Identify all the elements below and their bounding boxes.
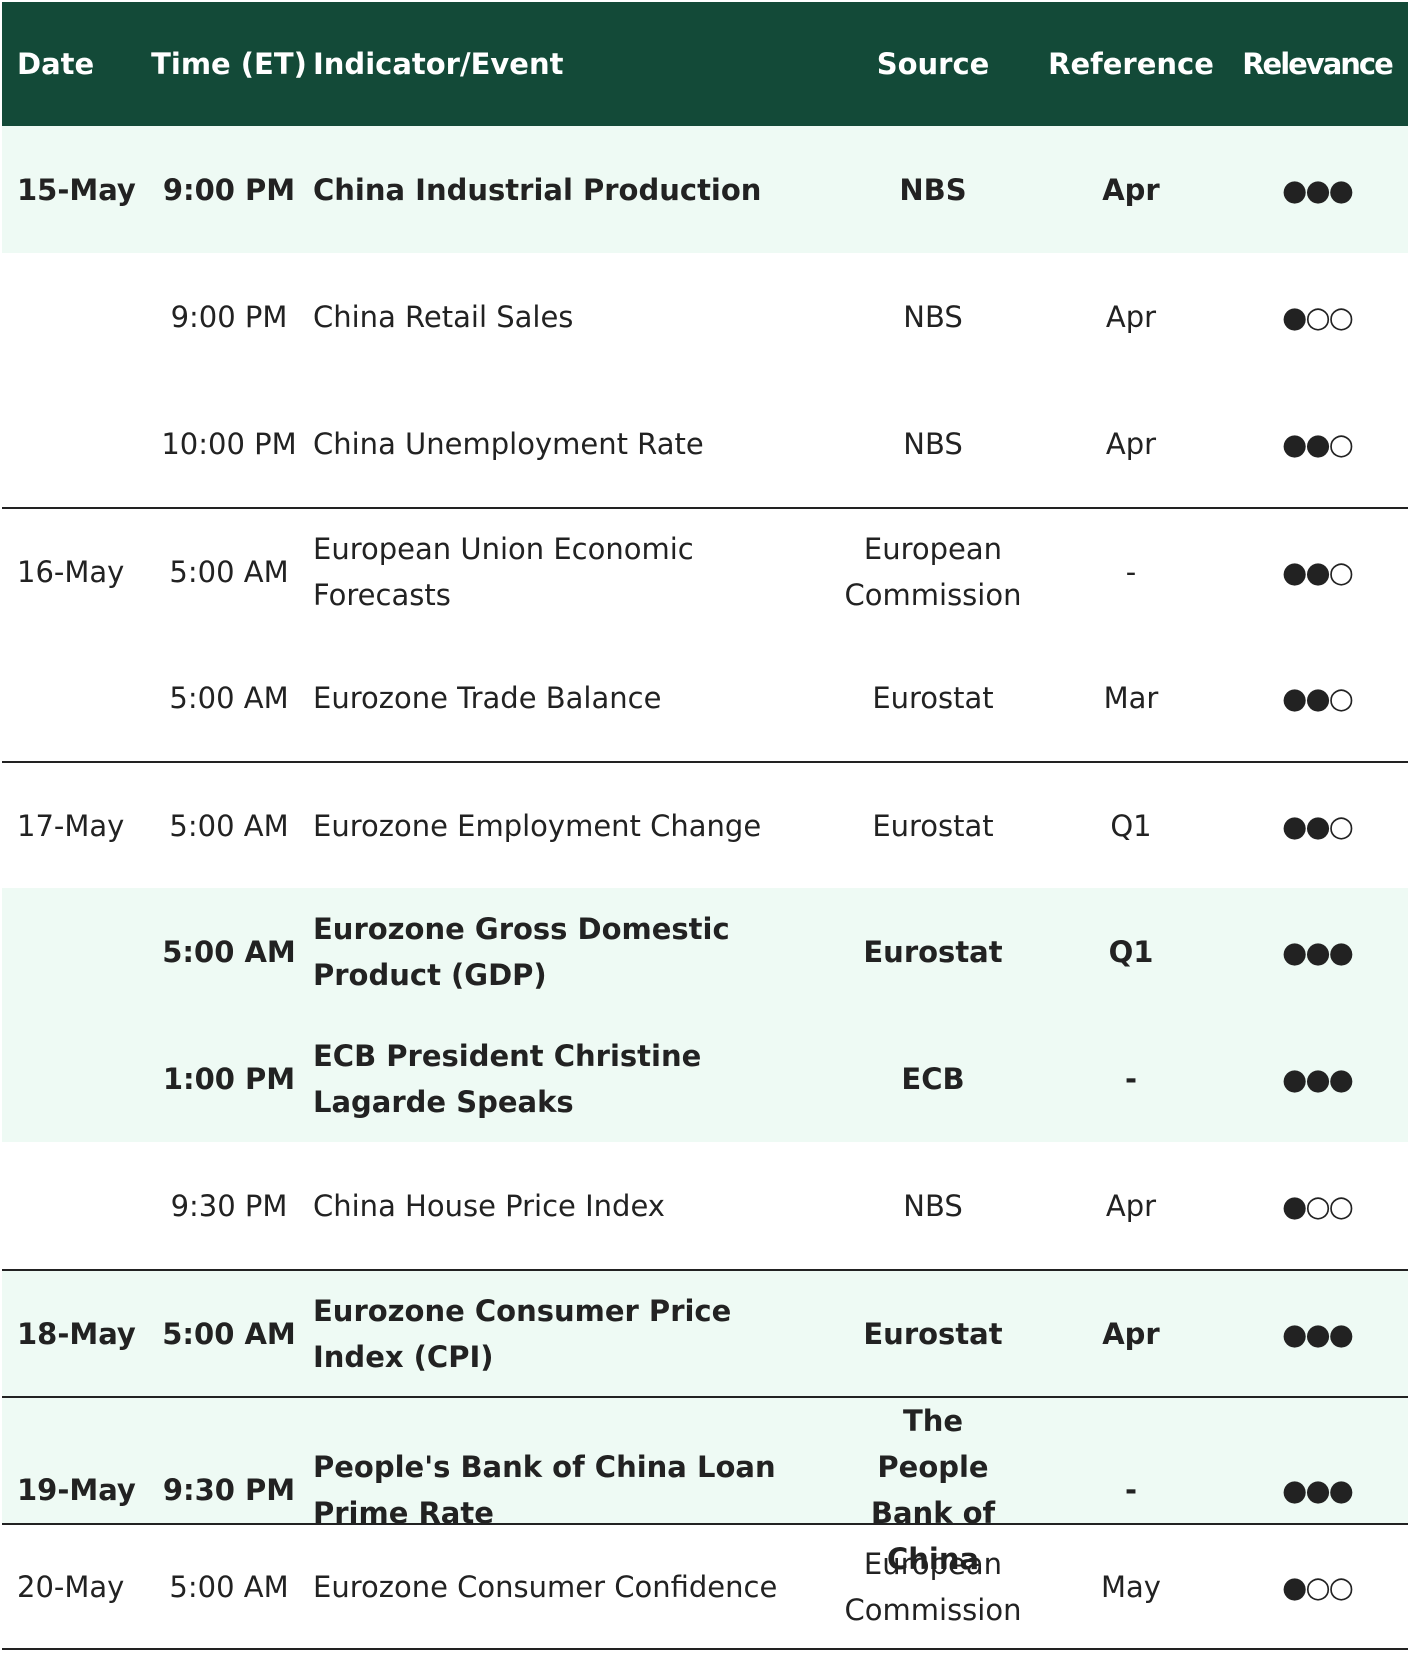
reference-cell: Apr — [1102, 1316, 1160, 1351]
table-row: 5:00 AM Eurozone Gross Domestic Product (… — [2, 888, 1408, 1015]
source-cell: NBS — [903, 1188, 963, 1223]
time-cell: 9:00 PM — [162, 172, 296, 207]
time-cell: 1:00 PM — [162, 1061, 296, 1096]
reference-cell: - — [1125, 554, 1137, 589]
header-cell: Date — [17, 47, 95, 81]
relevance-cell: ●●○ — [1282, 554, 1354, 589]
header-cell: Source — [876, 47, 990, 81]
relevance-cell: ●●○ — [1282, 808, 1354, 843]
event-cell: European Union Economic Forecasts — [313, 531, 694, 612]
event-cell: Eurozone Consumer Confidence — [313, 1569, 778, 1604]
table-row: 20-May 5:00 AM Eurozone Consumer Confidenc… — [2, 1523, 1408, 1650]
reference-cell: Apr — [1102, 172, 1160, 207]
event-cell: People's Bank of China Loan Prime Rate — [313, 1450, 776, 1530]
event-cell: Eurozone Gross Domestic Product (GDP) — [313, 911, 730, 992]
reference-cell: - — [1124, 1473, 1138, 1507]
source-cell: NBS — [903, 299, 963, 334]
event-cell: China Unemployment Rate — [313, 426, 704, 461]
table-row: 17-May 5:00 AM Eurozone Employment Change E… — [2, 761, 1408, 888]
time-cell: 5:00 AM — [169, 1569, 289, 1604]
date-cell: 20-May — [17, 1569, 125, 1604]
reference-cell: Q1 — [1110, 808, 1152, 843]
table-row: 19-May 9:30 PM People's Bank of China Loan… — [2, 1396, 1408, 1576]
header-cell: Reference — [1048, 47, 1214, 81]
header-cell: Indicator/Event — [313, 47, 564, 81]
source-cell: Eurostat — [863, 934, 1003, 969]
reference-cell: Q1 — [1108, 934, 1154, 969]
relevance-cell: ●●● — [1282, 1316, 1354, 1351]
reference-cell: Apr — [1105, 1188, 1157, 1223]
event-cell: ECB President Christine Lagarde Speaks — [313, 1038, 702, 1119]
source-cell: Eurostat — [863, 1316, 1003, 1351]
reference-cell: Mar — [1103, 680, 1159, 715]
table-row: 5:00 AM Eurozone Trade Balance Eurostat Mar… — [2, 634, 1408, 761]
source-cell: Eurostat — [872, 808, 994, 843]
table-header: Date Time (ET) Indicator/Event Source Refere… — [2, 2, 1408, 126]
source-cell: NBS — [903, 426, 963, 461]
table-row: 15-May 9:00 PM China Industrial Production… — [2, 126, 1408, 253]
source-cell: The People Bank of China — [870, 1404, 996, 1576]
time-cell: 9:30 PM — [162, 1473, 296, 1507]
event-cell: China House Price Index — [313, 1188, 665, 1223]
date-cell: 17-May — [17, 808, 125, 843]
date-cell: 18-May — [17, 1316, 136, 1351]
time-cell: 5:00 AM — [169, 554, 289, 589]
source-cell: European Commission — [844, 531, 1022, 612]
table-row: 9:30 PM China House Price Index NBS Apr ●○○ — [2, 1142, 1408, 1269]
time-cell: 5:00 AM — [162, 1316, 296, 1351]
table-row: 16-May 5:00 AM European Union Economic For… — [2, 507, 1408, 634]
date-cell: 15-May — [17, 172, 136, 207]
table-row: 10:00 PM China Unemployment Rate NBS Apr ●●○ — [2, 380, 1408, 507]
table-row: 18-May 5:00 AM Eurozone Consumer Price Ind… — [2, 1269, 1408, 1396]
reference-cell: Apr — [1105, 426, 1157, 461]
time-cell: 10:00 PM — [161, 426, 297, 461]
date-cell: 16-May — [17, 554, 125, 589]
event-cell: China Retail Sales — [313, 299, 574, 334]
relevance-cell: ●●● — [1282, 934, 1354, 969]
reference-cell: May — [1101, 1569, 1161, 1604]
date-cell: 19-May — [17, 1473, 136, 1507]
relevance-cell: ●●● — [1282, 1061, 1354, 1096]
event-cell: China Industrial Production — [313, 172, 762, 207]
reference-cell: - — [1124, 1061, 1138, 1096]
event-cell: Eurozone Trade Balance — [313, 680, 662, 715]
relevance-cell: ●●○ — [1282, 426, 1354, 461]
table-row: 9:00 PM China Retail Sales NBS Apr ●○○ — [2, 253, 1408, 380]
time-cell: 5:00 AM — [162, 934, 296, 969]
source-cell: ECB — [901, 1061, 965, 1096]
relevance-cell: ●○○ — [1282, 1569, 1354, 1604]
relevance-cell: ●●● — [1282, 172, 1354, 207]
time-cell: 5:00 AM — [169, 808, 289, 843]
reference-cell: Apr — [1105, 299, 1157, 334]
source-cell: European Commission — [844, 1546, 1022, 1627]
event-cell: Eurozone Consumer Price Index (CPI) — [313, 1293, 732, 1374]
time-cell: 5:00 AM — [169, 680, 289, 715]
relevance-cell: ●●● — [1282, 1473, 1354, 1507]
header-cell: Relevance — [1242, 47, 1394, 81]
time-cell: 9:00 PM — [170, 299, 288, 334]
relevance-cell: ●●○ — [1282, 680, 1354, 715]
relevance-cell: ●○○ — [1282, 299, 1354, 334]
table-row: 1:00 PM ECB President Christine Lagarde S… — [2, 1015, 1408, 1142]
header-cell: Time (ET) — [151, 47, 307, 81]
source-cell: Eurostat — [872, 680, 994, 715]
source-cell: NBS — [899, 172, 967, 207]
event-cell: Eurozone Employment Change — [313, 808, 762, 843]
relevance-cell: ●○○ — [1282, 1188, 1354, 1223]
time-cell: 9:30 PM — [170, 1188, 288, 1223]
